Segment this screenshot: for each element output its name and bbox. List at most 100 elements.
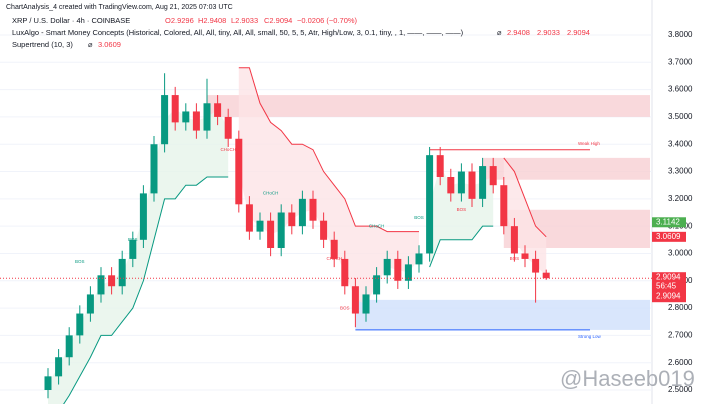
zone: [482, 157, 650, 180]
candle-body: [415, 253, 423, 265]
y-tick-label: 2.6000: [668, 358, 693, 367]
price-tag: [652, 231, 686, 242]
candle-body: [224, 116, 232, 139]
ohlc-value: H2.9408: [198, 16, 226, 25]
candle-body: [288, 212, 296, 227]
candle-body: [245, 204, 253, 232]
structure-label: BOS: [128, 237, 138, 242]
candle-body: [510, 226, 518, 254]
candle-body: [436, 155, 444, 177]
supertrend-fill: [429, 166, 494, 268]
zone: [355, 299, 650, 330]
candle-body: [256, 220, 264, 232]
candle-body: [489, 166, 497, 186]
candle-body: [341, 258, 349, 287]
candle-body: [373, 275, 381, 295]
price-tag-label: 2.9094: [656, 272, 681, 281]
supertrend-line: [63, 176, 229, 404]
candle-body: [118, 258, 126, 287]
structure-label: CHoCH: [326, 256, 342, 261]
candle-body: [86, 294, 94, 314]
candle-body: [161, 95, 169, 145]
candle-body: [309, 198, 317, 221]
candle-body: [362, 294, 370, 314]
candle-body: [320, 220, 328, 240]
ohlc-value: C2.9094: [264, 16, 292, 25]
y-tick-label: 3.5000: [668, 112, 693, 121]
structure-label: BOS: [340, 305, 350, 310]
header: ChartAnalysis_4 created with TradingView…: [6, 4, 233, 11]
candle-body: [171, 95, 179, 123]
candle-body: [97, 275, 105, 295]
candle-body: [203, 103, 211, 131]
candle-body: [479, 166, 487, 199]
ohlc-value: −0.0206 (−0.70%): [297, 16, 358, 25]
candle-body: [76, 313, 84, 336]
supertrend-fill: [48, 108, 229, 404]
supertrend-line: [238, 67, 419, 233]
y-tick-label: 3.7000: [668, 57, 693, 66]
candle-body: [532, 258, 540, 273]
indicator-value: 2.9094: [567, 28, 590, 37]
y-tick-label: 3.3000: [668, 167, 693, 176]
indicator-name: LuxAlgo - Smart Money Concepts (Historic…: [12, 28, 464, 37]
structure-label: CHoCH: [263, 191, 279, 196]
countdown: 56:45: [656, 281, 677, 290]
indicator-value: 2.9033: [537, 28, 560, 37]
candle-body: [298, 198, 306, 227]
y-tick-label: 3.0000: [668, 249, 693, 258]
supertrend-name: Supertrend (10, 3): [12, 40, 73, 49]
price-tag-label: 3.0609: [656, 232, 681, 241]
candle-body: [267, 220, 275, 248]
price-tag-label: 3.1142: [656, 217, 680, 226]
structure-label: BOS: [414, 215, 424, 220]
candle-body: [521, 253, 529, 259]
ohlc-value: O2.9296: [165, 16, 194, 25]
supertrend-line: [429, 225, 494, 268]
candle-body: [139, 193, 147, 240]
structure-label: BOS: [457, 207, 467, 212]
candle-body: [542, 272, 550, 279]
candle-body: [447, 177, 455, 194]
candle-body: [330, 239, 338, 259]
price-tag: [652, 217, 686, 228]
symbol: XRP / U.S. Dollar · 4h · COINBASE: [12, 16, 130, 25]
indicator-value: 2.9408: [507, 28, 530, 37]
candle-body: [44, 376, 52, 390]
structure-label: BOS: [510, 256, 520, 261]
y-tick-label: 2.5000: [668, 385, 693, 394]
level-label: Weak High: [578, 141, 600, 146]
level-label: Strong Low: [578, 334, 602, 339]
candle-body: [150, 144, 158, 194]
candle-body: [129, 239, 137, 259]
y-tick-label: 3.6000: [668, 85, 693, 94]
candle-body: [394, 258, 402, 281]
candle-body: [457, 171, 465, 194]
candle-body: [214, 103, 222, 117]
price-tag-label: 2.9094: [656, 291, 681, 300]
structure-label: CHoCH: [220, 147, 236, 152]
candle-body: [351, 286, 359, 314]
structure-label: CHoCH: [369, 223, 385, 228]
supertrend-fill: [238, 67, 419, 304]
candle-body: [108, 275, 116, 287]
candle-body: [468, 171, 476, 199]
supertrend-value: 3.0609: [98, 40, 121, 49]
candle-body: [192, 111, 200, 131]
candle-body: [277, 212, 285, 248]
candle-body: [182, 111, 190, 123]
candle-body: [426, 155, 434, 254]
indicator-symbol: ⌀: [497, 28, 502, 37]
y-tick-label: 2.7000: [668, 330, 693, 339]
price-tag: [652, 272, 686, 303]
y-tick-label: 2.8000: [668, 303, 693, 312]
candle-body: [55, 357, 63, 377]
structure-label: BOS: [75, 259, 85, 264]
candle-body: [235, 138, 243, 205]
watermark: @Haseeb019: [560, 366, 695, 391]
y-tick-label: 3.8000: [668, 30, 693, 39]
supertrend-fill: [503, 157, 547, 276]
indicator-symbol: ⌀: [88, 40, 93, 49]
